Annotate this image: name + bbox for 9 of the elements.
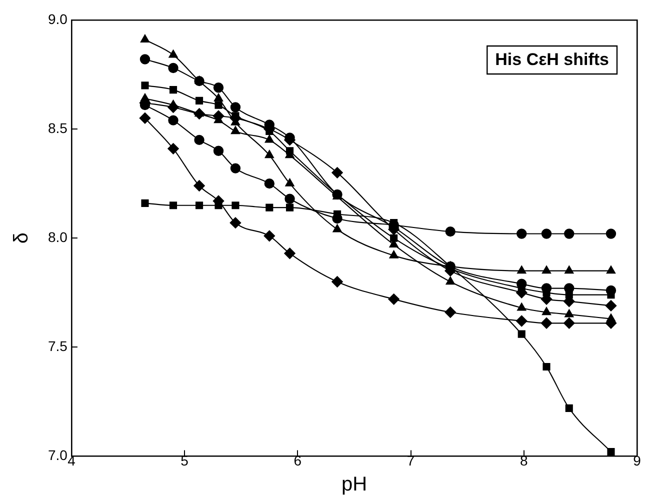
y-tick-label: 7.0 bbox=[48, 447, 68, 464]
annotation: His CεH shifts bbox=[495, 50, 610, 70]
x-tick-label: 4 bbox=[68, 452, 76, 468]
x-axis-title: pH bbox=[341, 474, 368, 496]
y-tick-label: 8.5 bbox=[48, 120, 68, 136]
y-tick-label: 7.5 bbox=[48, 338, 68, 354]
y-tick-label: 9.0 bbox=[48, 10, 68, 27]
y-tick-label: 8.0 bbox=[48, 228, 68, 245]
y-axis-title: δ bbox=[10, 232, 33, 244]
